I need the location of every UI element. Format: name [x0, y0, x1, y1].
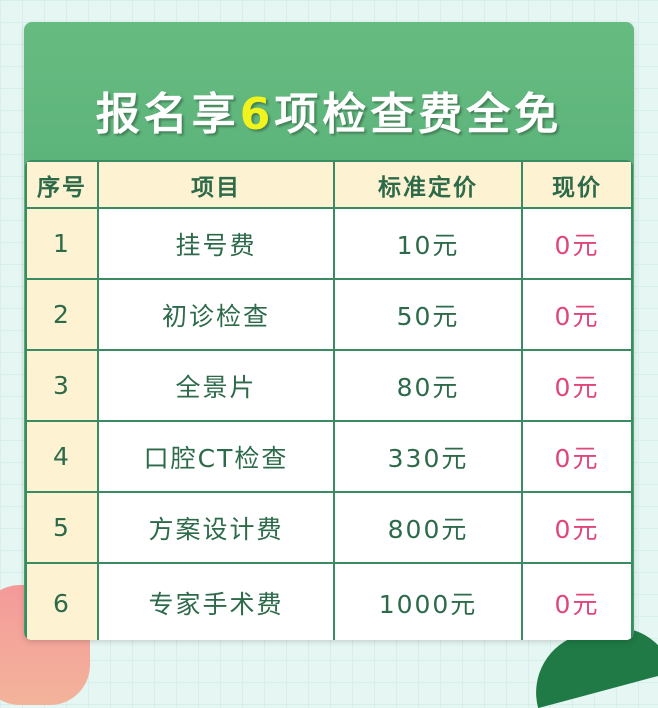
cell-item: 专家手术费	[97, 562, 335, 640]
table-row: 1 挂号费 10元 0元	[25, 207, 633, 280]
table-row: 3 全景片 80元 0元	[25, 349, 633, 422]
header-item: 项目	[97, 160, 335, 209]
table-row: 5 方案设计费 800元 0元	[25, 491, 633, 564]
cell-item: 口腔CT检查	[97, 420, 335, 493]
table-row: 2 初诊检查 50元 0元	[25, 278, 633, 351]
cell-no: 3	[25, 349, 99, 422]
cell-now: 0元	[521, 278, 633, 351]
header-now: 现价	[521, 160, 633, 209]
cell-now: 0元	[521, 420, 633, 493]
cell-now: 0元	[521, 491, 633, 564]
cell-no: 2	[25, 278, 99, 351]
cell-standard: 1000元	[333, 562, 523, 640]
cell-standard: 10元	[333, 207, 523, 280]
title-highlight: 6	[239, 89, 275, 140]
cell-standard: 330元	[333, 420, 523, 493]
price-table: 序号 项目 标准定价 现价 1 挂号费 10元 0元 2 初诊检查 50元 0元 3 全景片 80元…	[25, 160, 633, 640]
cell-item: 全景片	[97, 349, 335, 422]
cell-no: 1	[25, 207, 99, 280]
price-card: 报名享6项检查费全免 序号 项目 标准定价 现价 1 挂号费 10元 0元 2 初诊检查 5…	[24, 22, 634, 640]
header-standard: 标准定价	[333, 160, 523, 209]
cell-standard: 80元	[333, 349, 523, 422]
cell-item: 方案设计费	[97, 491, 335, 564]
table-row: 4 口腔CT检查 330元 0元	[25, 420, 633, 493]
cell-now: 0元	[521, 207, 633, 280]
title-text: 项检查费全免	[274, 89, 563, 140]
header-no: 序号	[25, 160, 99, 209]
cell-no: 4	[25, 420, 99, 493]
cell-no: 6	[25, 562, 99, 640]
table-header: 序号 项目 标准定价 现价	[25, 160, 633, 209]
cell-item: 挂号费	[97, 207, 335, 280]
title-text: 报名享	[95, 89, 240, 140]
cell-standard: 800元	[333, 491, 523, 564]
cell-item: 初诊检查	[97, 278, 335, 351]
cell-now: 0元	[521, 562, 633, 640]
cell-now: 0元	[521, 349, 633, 422]
page-title: 报名享6项检查费全免	[24, 78, 634, 142]
cell-no: 5	[25, 491, 99, 564]
cell-standard: 50元	[333, 278, 523, 351]
table-row: 6 专家手术费 1000元 0元	[25, 562, 633, 640]
